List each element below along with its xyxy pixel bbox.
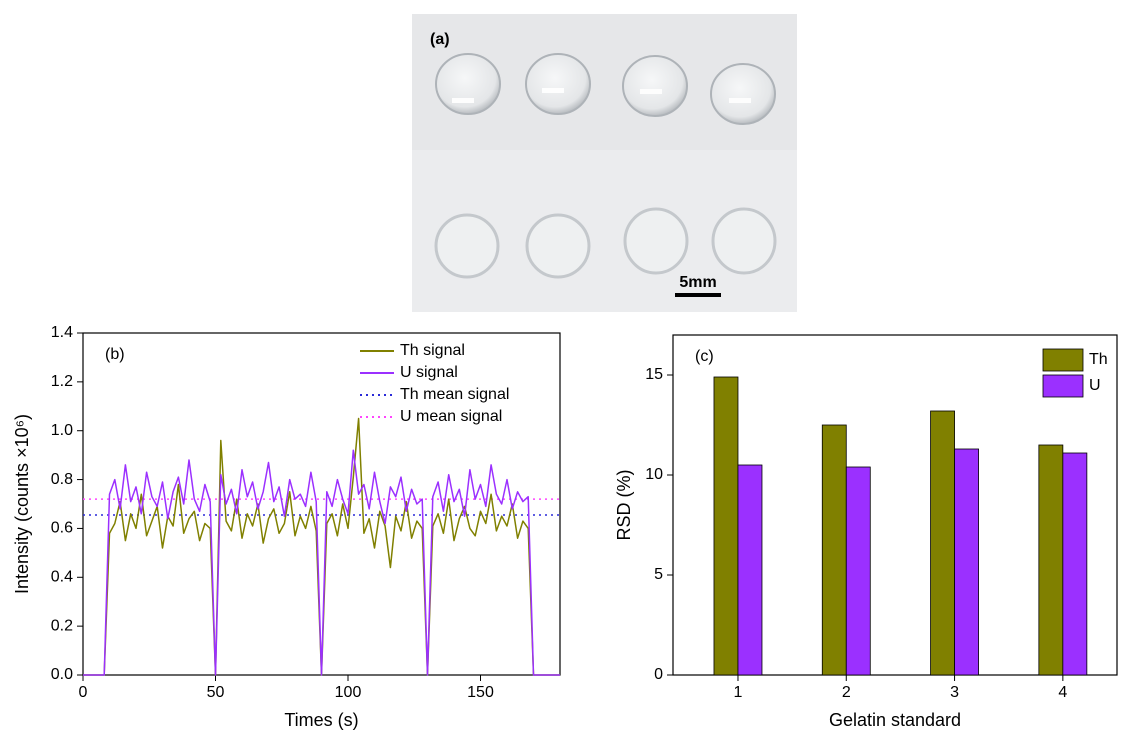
y-tick-label: 5 bbox=[654, 566, 663, 583]
y-tick-label: 1.0 bbox=[51, 422, 73, 439]
x-tick-label: 3 bbox=[950, 684, 959, 701]
legend-swatch bbox=[1042, 348, 1084, 372]
legend-label: U signal bbox=[400, 364, 458, 381]
plot-frame bbox=[82, 332, 561, 676]
dried-spots bbox=[434, 207, 777, 279]
x-tick-label: 1 bbox=[734, 684, 743, 701]
y-tick-label: 0.8 bbox=[51, 471, 73, 488]
legend-label: U bbox=[1089, 377, 1101, 394]
signal-line bbox=[83, 417, 560, 676]
panel-label: (a) bbox=[430, 31, 450, 48]
y-tick-label: 1.2 bbox=[51, 373, 73, 390]
signal-line bbox=[83, 449, 560, 676]
panel-label: (c) bbox=[695, 348, 714, 365]
y-tick-label: 0.4 bbox=[51, 569, 73, 586]
bar bbox=[930, 410, 955, 676]
droplets bbox=[435, 53, 776, 125]
legend-label: U mean signal bbox=[400, 408, 502, 425]
bar bbox=[845, 466, 871, 676]
y-tick-label: 0.6 bbox=[51, 520, 73, 537]
x-tick-label: 0 bbox=[79, 684, 88, 701]
y-tick-label: 10 bbox=[645, 466, 663, 483]
legend-label: Th bbox=[1089, 351, 1108, 368]
y-axis-label: Intensity (counts ×10⁶) bbox=[12, 414, 32, 594]
x-tick-label: 50 bbox=[207, 684, 225, 701]
y-tick-label: 0.0 bbox=[51, 666, 73, 683]
x-tick-label: 2 bbox=[842, 684, 851, 701]
x-tick-label: 100 bbox=[335, 684, 362, 701]
bar bbox=[1062, 452, 1088, 676]
y-tick-label: 15 bbox=[645, 366, 663, 383]
highlights bbox=[452, 88, 751, 103]
panel-label: (b) bbox=[105, 346, 125, 363]
y-axis-label: RSD (%) bbox=[614, 470, 634, 541]
bar bbox=[737, 464, 763, 676]
bar bbox=[954, 448, 979, 676]
bar bbox=[713, 376, 739, 676]
bar bbox=[821, 424, 847, 676]
legend-label: Th signal bbox=[400, 342, 465, 359]
plot-frame bbox=[672, 334, 1118, 676]
x-tick-label: 150 bbox=[467, 684, 494, 701]
photo-panel: (a) 5mm bbox=[412, 14, 797, 312]
x-axis-label: Times (s) bbox=[284, 710, 358, 730]
x-axis-label: Gelatin standard bbox=[829, 710, 961, 730]
bar bbox=[1038, 444, 1064, 676]
y-tick-label: 0 bbox=[654, 666, 663, 683]
scale-label: 5mm bbox=[679, 274, 716, 291]
x-tick-label: 4 bbox=[1058, 684, 1067, 701]
y-tick-label: 1.4 bbox=[51, 324, 73, 341]
legend-swatch bbox=[1042, 374, 1084, 398]
y-tick-label: 0.2 bbox=[51, 617, 73, 634]
legend-label: Th mean signal bbox=[400, 386, 509, 403]
